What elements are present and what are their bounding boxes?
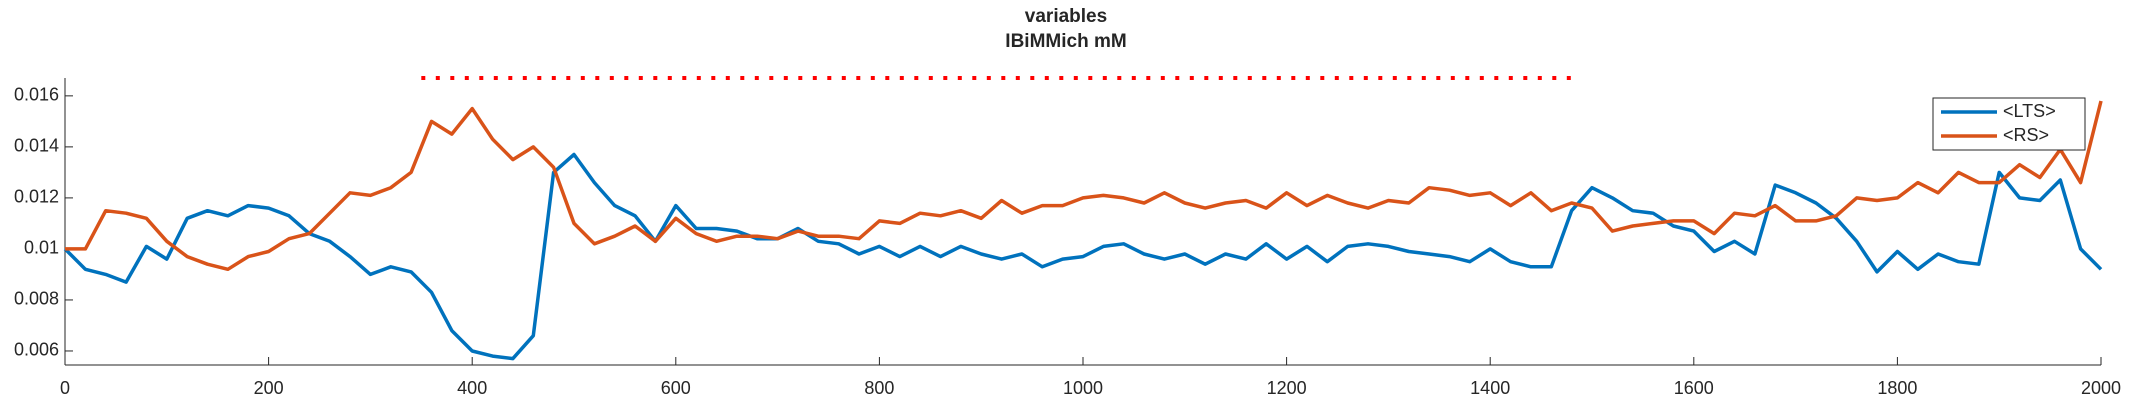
x-tick-label: 2000 [2081, 378, 2121, 398]
legend-box [1932, 97, 2086, 151]
x-tick-label: 600 [661, 378, 691, 398]
x-tick-label: 400 [457, 378, 487, 398]
x-tick-label: 0 [60, 378, 70, 398]
chart-title: variables [1025, 6, 1107, 27]
y-tick-label: 0.014 [14, 136, 59, 156]
x-tick-label: 200 [254, 378, 284, 398]
x-tick-label: 800 [864, 378, 894, 398]
x-tick-label: 1400 [1470, 378, 1510, 398]
y-tick-label: 0.01 [24, 238, 59, 258]
x-tick-label: 1200 [1267, 378, 1307, 398]
series-line [63, 152, 2103, 361]
legend-label: <RS> [2003, 125, 2049, 145]
y-tick-label: 0.012 [14, 187, 59, 207]
y-tick-label: 0.006 [14, 340, 59, 360]
x-tick-label: 1000 [1063, 378, 1103, 398]
legend-label: <LTS> [2003, 101, 2056, 121]
x-tick-label: 1800 [1877, 378, 1917, 398]
y-tick-label: 0.016 [14, 85, 59, 105]
y-tick-label: 0.008 [14, 289, 59, 309]
series-line [65, 100, 2103, 272]
chart-subtitle: IBiMMich mM [1005, 31, 1126, 52]
x-tick-label: 1600 [1674, 378, 1714, 398]
